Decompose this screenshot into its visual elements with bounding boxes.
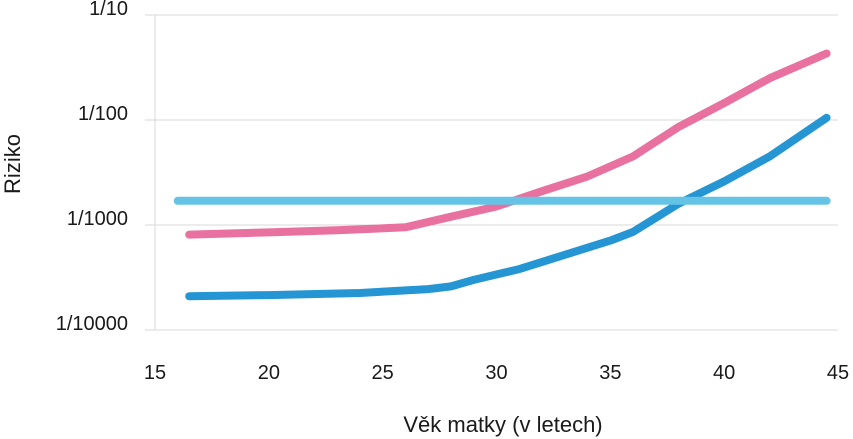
x-tick-label: 45: [827, 362, 849, 384]
x-tick-label: 20: [258, 362, 280, 384]
x-tick-labels: 15 20 25 30 35 40 45: [144, 362, 849, 384]
y-tick-label: 1/100: [78, 103, 128, 125]
x-tick-label: 15: [144, 362, 166, 384]
y-tick-label: 1/1000: [67, 208, 128, 230]
x-axis-title: Věk matky (v letech): [403, 412, 602, 437]
gridlines: [145, 14, 838, 331]
y-tick-labels: 1/10 1/100 1/1000 1/10000: [56, 0, 128, 335]
x-tick-label: 30: [485, 362, 507, 384]
series-line-1: [185, 49, 831, 239]
x-tick-label: 35: [599, 362, 621, 384]
series-line-2: [185, 113, 831, 301]
series-lines: [173, 49, 831, 301]
y-axis-title: Riziko: [0, 134, 25, 194]
y-tick-label: 1/10000: [56, 313, 128, 335]
x-tick-label: 25: [372, 362, 394, 384]
x-tick-label: 40: [713, 362, 735, 384]
y-tick-label: 1/10: [89, 0, 128, 20]
